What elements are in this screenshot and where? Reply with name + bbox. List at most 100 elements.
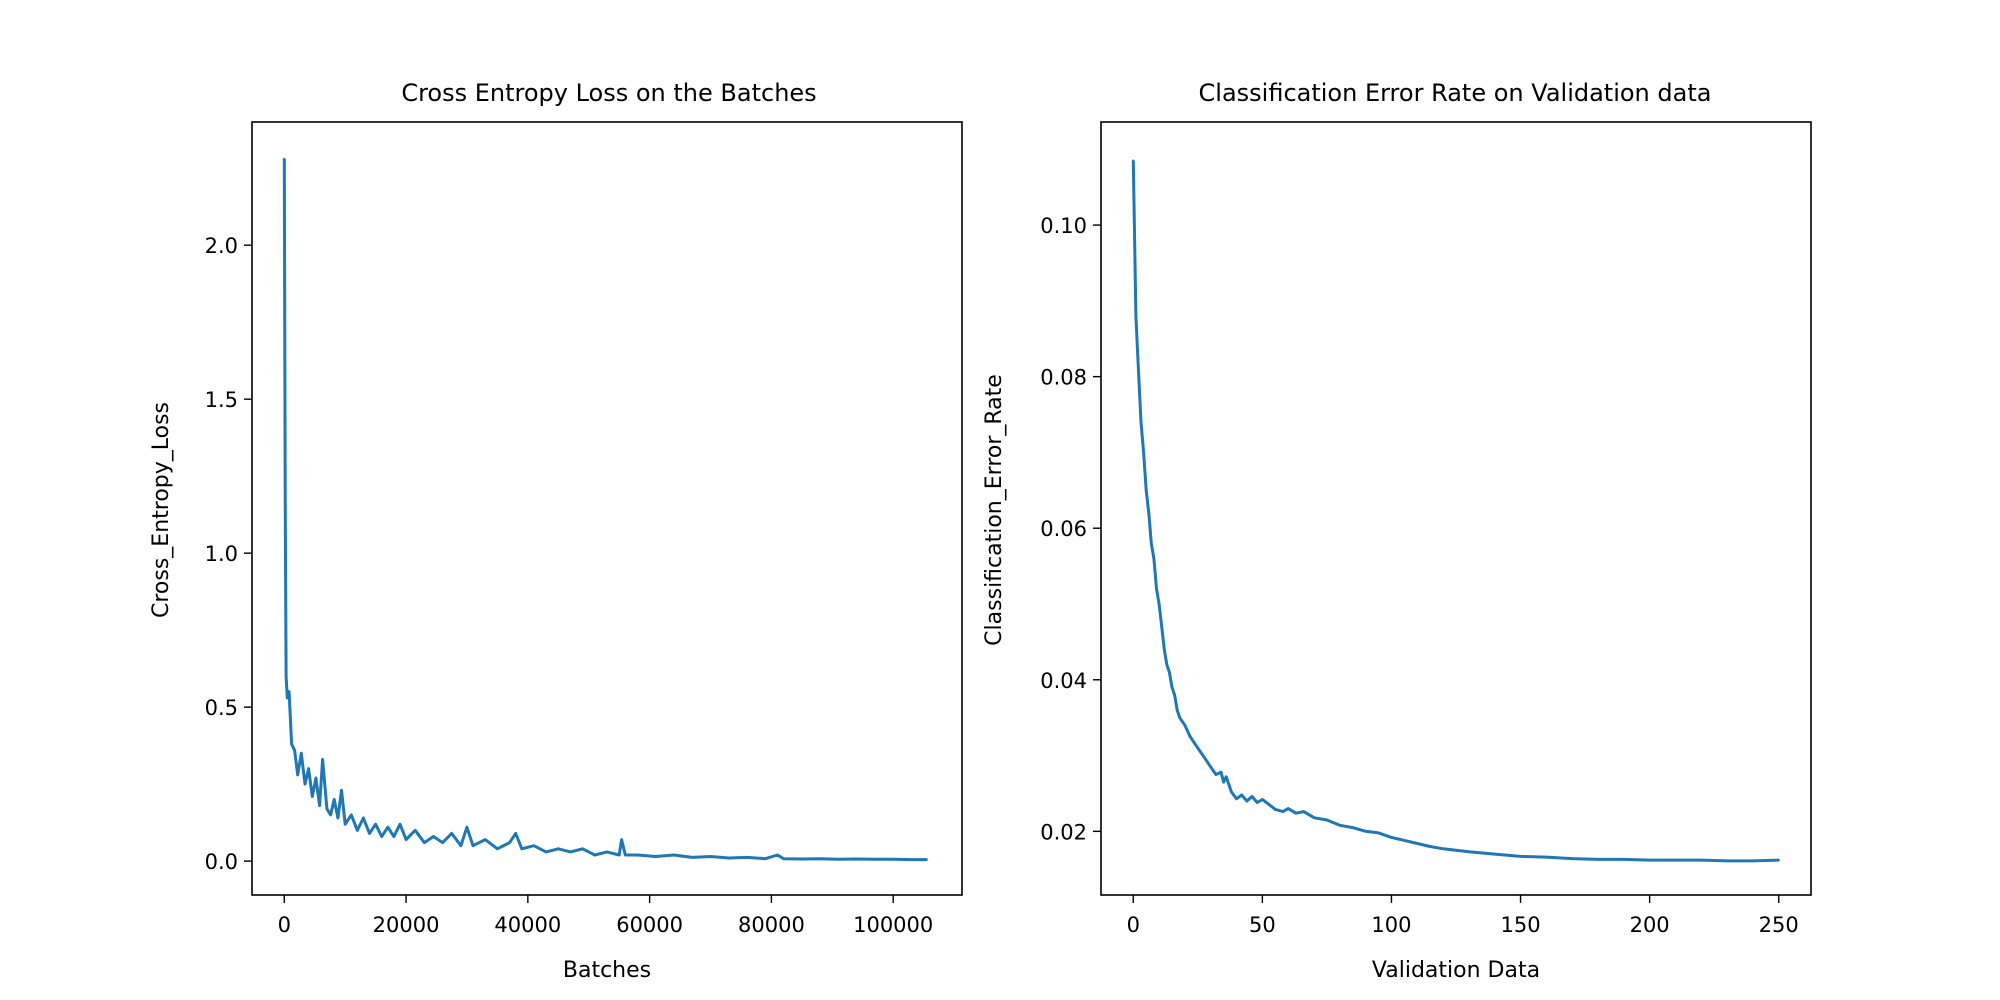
error-rate-chart-data-point [1168,670,1171,674]
loss-chart-data-point [514,832,517,835]
error-rate-chart-data-point [1519,855,1522,858]
error-rate-chart-data-point [1261,798,1264,801]
loss-chart-data-point [386,826,389,829]
loss-chart-ytick-label: 1.5 [205,388,238,412]
error-rate-chart-data-point [1181,720,1184,723]
loss-chart-data-point [620,838,623,841]
loss-chart-data-point [484,838,487,841]
loss-chart-data-point [404,838,408,841]
error-rate-chart-ticks: 0 50 100 150 200 250 0.02 0.04 0.06 0.08 0.10 [1040,214,1799,937]
loss-chart-data-point [362,816,365,820]
loss-chart-data-point [392,835,396,838]
error-rate-chart-data-point [1777,858,1780,862]
loss-chart-data-point [496,847,499,851]
error-rate-chart-data-point [1152,557,1156,560]
loss-chart-data-point [910,858,913,861]
error-rate-chart-data-point [1700,858,1703,862]
error-rate-chart-data-point [1219,771,1223,774]
loss-chart-plot-area [282,157,928,862]
loss-chart-data-point [325,807,329,810]
error-rate-chart-xtick-label: 50 [1249,913,1276,937]
error-rate-chart-data-point [1294,811,1298,815]
loss-chart-data-point [307,767,310,770]
error-rate-chart-series-line [1131,160,1779,863]
loss-chart-xtick-label: 60000 [616,913,683,937]
loss-chart-data-point [441,841,444,844]
error-rate-chart-data-point [1142,451,1145,454]
loss-chart-xtick-label: 100000 [853,913,933,937]
error-rate-chart-data-point [1312,816,1316,819]
loss-chart-data-point [569,850,572,854]
error-rate-chart-data-point [1454,849,1458,852]
loss-chart-ticks: 0 20000 40000 60000 80000 100000 0.0 0.5 1.0 1.5 2… [205,234,934,937]
loss-chart-data-point [284,675,288,678]
loss-chart-data-point [508,841,511,844]
error-rate-chart-data-point [1235,797,1238,800]
error-rate-chart-data-point [1175,708,1179,712]
loss-chart-data-point [891,858,895,861]
loss-chart-data-point [356,829,359,832]
error-rate-chart-data-point [1188,735,1192,738]
loss-chart-data-point [368,832,371,835]
loss-chart-data-point [581,847,584,851]
loss-chart-data-point [617,853,621,857]
error-rate-chart-xtick-label: 200 [1630,913,1670,937]
loss-chart-data-point [350,813,353,817]
error-rate-chart-data-point [1338,824,1342,827]
loss-chart-data-point [593,853,597,857]
loss-chart-data-point [837,858,840,861]
loss-chart-data-point [303,782,307,786]
loss-chart-data-point [764,857,767,860]
loss-chart-data-point [745,856,749,859]
error-rate-chart-plot-area [1131,159,1780,863]
error-rate-chart-ytick-label: 0.04 [1040,669,1087,693]
loss-chart-data-point [925,858,928,861]
loss-chart-data-point [727,856,730,860]
error-rate-chart-data-point [1570,857,1574,860]
loss-chart-data-point [672,853,676,857]
error-rate-chart-data-point [1183,724,1187,727]
loss-chart-data-point [800,857,804,861]
loss-chart-data-point [873,858,877,861]
error-rate-chart-data-point [1170,686,1174,689]
error-rate-chart-ytick-label: 0.06 [1040,517,1087,541]
error-rate-chart-data-point [1139,420,1143,424]
loss-chart-data-point [654,855,657,858]
error-rate-chart-data-point [1403,839,1406,842]
loss-chart-data-point [520,847,523,851]
loss-chart-data-point [296,773,299,777]
loss-chart-data-point [321,758,324,761]
error-rate-chart-data-point [1157,602,1161,606]
error-rate-chart-data-point [1230,790,1233,794]
loss-chart-data-point [709,855,712,858]
loss-chart-data-point [818,857,822,860]
loss-chart-data-point [855,857,858,861]
error-rate-chart-data-point [1364,830,1367,833]
loss-chart-data-point [782,857,785,860]
error-rate-chart-data-point [1137,367,1140,371]
loss-chart-xtick-label: 0 [278,913,291,937]
error-rate-chart-data-point [1596,858,1600,861]
loss-chart-data-point [374,822,377,826]
loss-chart-data-point [532,844,536,847]
loss-chart-data-point [290,742,293,746]
error-rate-chart-xtick-label: 250 [1759,913,1799,937]
loss-chart-data-point [557,847,560,851]
error-rate-chart-title: Classification Error Rate on Validation … [1199,79,1712,107]
loss-chart-data-point [283,490,287,493]
error-rate-chart-data-point [1194,742,1197,746]
error-rate-chart-xtick-label: 150 [1500,913,1540,937]
error-rate-chart: Classification Error Rate on Validation … [982,79,1812,983]
error-rate-chart-data-point [1209,765,1212,769]
loss-chart-series-line [282,158,927,862]
loss-chart-data-point [343,822,347,826]
error-rate-chart-data-point [1147,511,1150,515]
loss-chart-data-point [333,798,336,801]
loss-chart-data-point [380,835,383,838]
error-rate-chart-data-point [1493,852,1496,856]
error-rate-chart-data-point [1286,807,1290,810]
loss-chart-data-point [624,853,627,857]
error-rate-chart-ytick-label: 0.08 [1040,366,1087,390]
error-rate-chart-data-point [1302,810,1305,813]
error-rate-chart-data-point [1132,159,1135,162]
